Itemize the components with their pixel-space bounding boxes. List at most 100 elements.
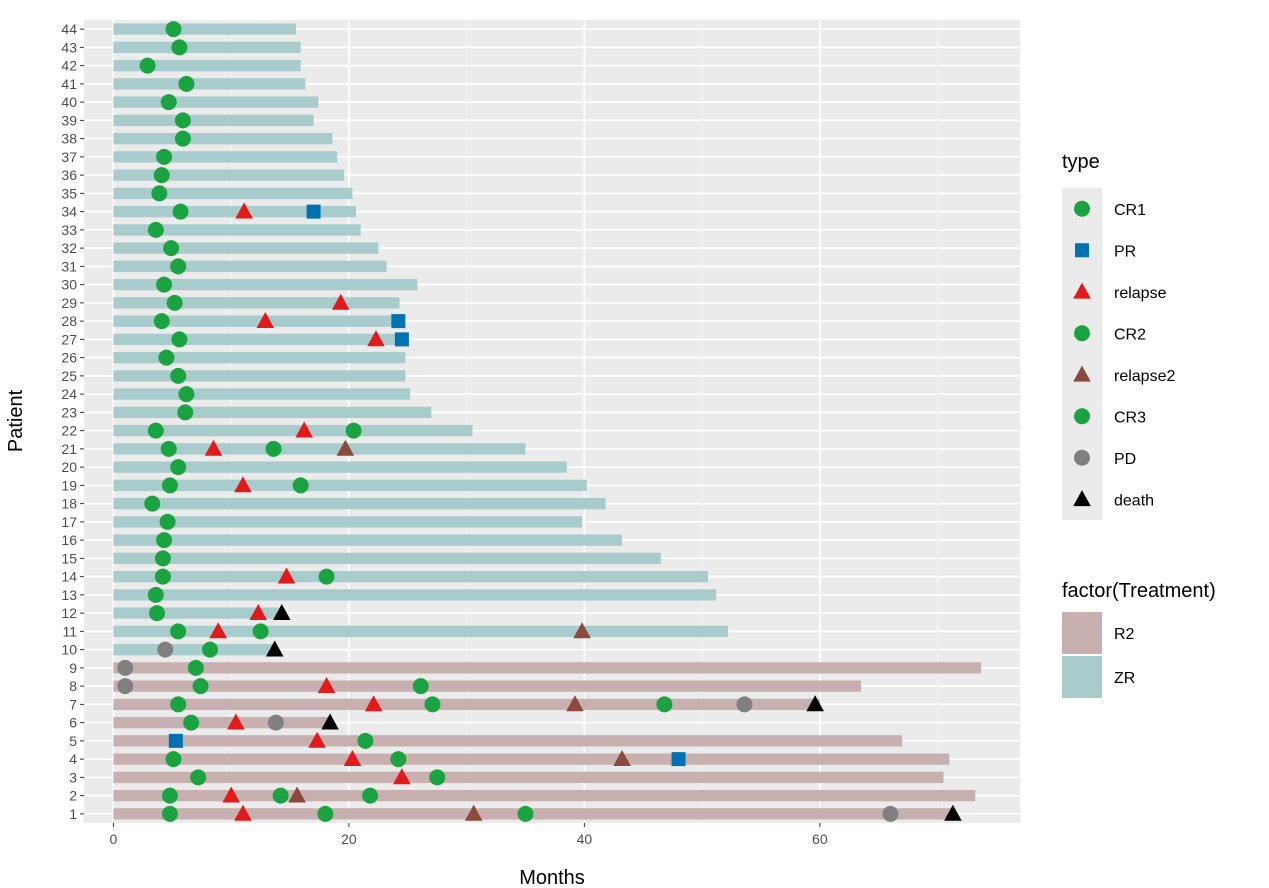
legend-label-cr1: CR1: [1114, 202, 1146, 219]
marker-relapse-patient-4: [343, 750, 362, 766]
y-tick-label: 10: [61, 642, 77, 658]
bar-patient-18: [113, 497, 606, 510]
marker-cr1-patient-33: [147, 221, 164, 238]
marker-pd-patient-10: [157, 641, 174, 658]
bar-patient-1: [113, 808, 956, 820]
bar-patient-38: [113, 132, 333, 145]
marker-relapse-patient-27: [367, 330, 385, 347]
marker-death-patient-6: [321, 713, 339, 730]
marker-cr2-patient-8: [412, 678, 429, 695]
marker-cr1-patient-29: [166, 294, 183, 311]
bar-patient-8: [113, 680, 862, 692]
marker-relapse-patient-12: [249, 604, 268, 620]
marker-death-patient-10: [265, 640, 284, 657]
marker-cr1-patient-39: [174, 112, 191, 129]
legend-label-cr3: CR3: [1114, 409, 1146, 426]
legend-key-pd: [1074, 449, 1090, 466]
bar-patient-27: [113, 333, 404, 346]
bar-patient-7: [113, 698, 820, 711]
legend-key-cr3: [1074, 408, 1090, 425]
bar-patient-14: [113, 570, 708, 583]
y-tick-label: 19: [61, 477, 77, 493]
bar-patient-31: [113, 260, 387, 273]
marker-relapse2-patient-4: [613, 750, 631, 766]
y-tick-label: 37: [61, 149, 77, 165]
marker-pd-patient-8: [117, 678, 134, 695]
y-tick-label: 22: [61, 423, 77, 439]
y-tick-label: 38: [61, 131, 77, 147]
marker-relapse-patient-21: [204, 439, 223, 456]
y-tick-label: 13: [61, 587, 77, 603]
marker-pd-patient-1: [882, 805, 899, 822]
marker-cr2-patient-1: [317, 805, 334, 822]
marker-cr2-patient-5: [357, 732, 374, 749]
bar-patient-35: [113, 187, 353, 200]
bar-patient-16: [113, 534, 623, 546]
marker-cr3-patient-1: [517, 805, 534, 822]
marker-cr2-patient-21: [265, 440, 282, 457]
marker-cr1-patient-34: [172, 203, 189, 220]
marker-cr1-patient-13: [147, 586, 164, 603]
marker-pd-patient-7: [736, 696, 753, 713]
y-tick-label: 14: [61, 569, 77, 585]
marker-relapse-patient-29: [331, 293, 350, 310]
bar-patient-26: [113, 351, 406, 364]
marker-cr1-patient-41: [178, 75, 195, 92]
marker-relapse2-patient-21: [336, 439, 355, 456]
legend-key-death: [1073, 490, 1091, 507]
marker-pr-patient-5: [168, 733, 183, 748]
bar-patient-20: [113, 461, 567, 473]
y-tick-label: 8: [69, 678, 77, 694]
legend: type CR1 PR relapse CR2 relapse2 CR3 PD death f…: [1062, 151, 1216, 698]
legend-label-pd: PD: [1114, 451, 1136, 468]
marker-cr3-patient-7: [656, 696, 673, 713]
marker-cr1-patient-1: [161, 805, 178, 822]
marker-relapse-patient-3: [393, 768, 411, 785]
marker-death-patient-1: [944, 804, 962, 821]
marker-cr1-patient-7: [170, 696, 187, 713]
bar-patient-42: [113, 59, 301, 72]
bar-patient-5: [113, 735, 903, 747]
y-tick-label: 5: [69, 733, 77, 749]
y-tick-label: 23: [61, 404, 77, 420]
marker-cr1-patient-32: [163, 240, 180, 257]
y-tick-label: 4: [69, 751, 77, 767]
bar-patient-43: [113, 41, 301, 54]
marker-cr1-patient-17: [159, 513, 176, 530]
bar-patient-40: [113, 96, 319, 108]
marker-relapse2-patient-7: [566, 695, 584, 712]
marker-relapse-patient-14: [277, 567, 296, 584]
legend-key-cr1: [1074, 200, 1090, 217]
bar-patient-11: [113, 625, 729, 638]
y-tick-label: 40: [61, 94, 77, 110]
y-tick-label: 29: [61, 295, 77, 311]
marker-relapse-patient-28: [256, 312, 275, 328]
marker-cr1-patient-2: [161, 787, 178, 804]
marker-cr2-patient-7: [424, 696, 441, 713]
marker-cr1-patient-19: [161, 477, 178, 494]
y-axis-title: Patient: [5, 389, 27, 452]
bar-patient-19: [113, 479, 587, 492]
marker-cr1-patient-31: [170, 258, 187, 275]
marker-cr1-patient-20: [170, 459, 187, 476]
y-tick-label: 24: [61, 386, 77, 402]
bar-patient-23: [113, 406, 432, 419]
y-tick-label: 11: [62, 623, 77, 639]
legend-type-items: CR1 PR relapse CR2 relapse2 CR3 PD death: [1062, 188, 1175, 520]
legend-fill-key-r2: [1062, 612, 1102, 654]
marker-cr2-patient-11: [252, 623, 269, 640]
marker-cr2-patient-4: [390, 751, 407, 768]
bar-patient-29: [113, 297, 400, 309]
legend-fill-key-zr: [1062, 656, 1102, 698]
marker-cr2-patient-14: [318, 568, 335, 585]
marker-relapse-patient-11: [209, 622, 228, 639]
x-tick-label: 40: [577, 831, 593, 847]
marker-relapse2-patient-1: [464, 804, 483, 821]
bar-patient-3: [113, 771, 944, 784]
event-markers: [117, 21, 962, 822]
y-tick-label: 3: [69, 769, 77, 785]
y-tick-label: 15: [61, 550, 77, 566]
marker-relapse-patient-5: [308, 731, 326, 748]
y-tick-label: 25: [61, 368, 77, 384]
